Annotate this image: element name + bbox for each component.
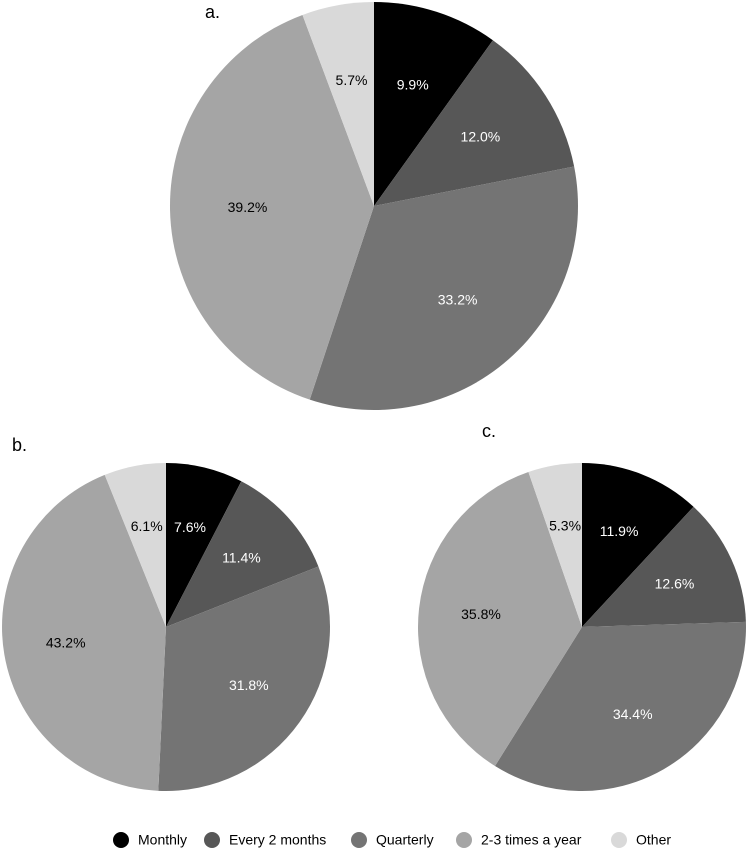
legend-label-quarterly: Quarterly	[376, 832, 434, 848]
pie-chart-a: 9.9% 12.0% 33.2% 39.2% 5.7% a.	[169, 1, 578, 411]
legend: Monthly Every 2 months Quarterly 2-3 tim…	[113, 832, 671, 848]
panel-label-a: a.	[205, 2, 220, 22]
pie-b-slice-monthly	[166, 463, 242, 627]
pie-c-slice-monthly	[582, 463, 694, 627]
legend-swatch-other	[611, 832, 627, 848]
legend-label-2-3-times-a-year: 2-3 times a year	[481, 832, 582, 848]
pie-c-slice-every-2-months	[582, 506, 746, 627]
pie-b-slice-quarterly	[158, 566, 330, 792]
pie-c-slice-other	[528, 463, 582, 627]
pie-a-label-every-2-months: 12.0%	[461, 128, 501, 144]
pie-a-label-other: 5.7%	[336, 72, 368, 88]
legend-label-every-2-months: Every 2 months	[229, 832, 326, 848]
pie-c-slice-2-3-times-a-year	[418, 472, 582, 767]
pie-a-slice-quarterly	[309, 166, 578, 411]
pie-a-label-2-3-times-a-year: 39.2%	[228, 199, 268, 215]
pie-c-label-quarterly: 34.4%	[613, 706, 653, 722]
legend-swatch-every-2-months	[204, 832, 220, 848]
panel-label-c: c.	[482, 421, 496, 441]
pie-a-label-monthly: 9.9%	[397, 76, 429, 92]
pie-b-label-2-3-times-a-year: 43.2%	[46, 635, 86, 651]
pie-c-label-2-3-times-a-year: 35.8%	[461, 606, 501, 622]
pie-a-label-quarterly: 33.2%	[438, 292, 478, 308]
pie-b-label-every-2-months: 11.4%	[222, 549, 261, 565]
legend-swatch-quarterly	[351, 832, 367, 848]
pie-b-slice-2-3-times-a-year	[2, 474, 167, 791]
pie-b-label-other: 6.1%	[131, 518, 163, 534]
pie-b-slice-every-2-months	[166, 481, 319, 627]
pie-b-label-monthly: 7.6%	[174, 519, 206, 535]
panel-label-b: b.	[12, 435, 27, 455]
pie-a-slice-2-3-times-a-year	[169, 14, 374, 400]
legend-label-other: Other	[636, 832, 671, 848]
pie-c-label-every-2-months: 12.6%	[655, 576, 695, 592]
pie-c-label-other: 5.3%	[549, 517, 581, 533]
pie-c-slice-quarterly	[495, 621, 747, 791]
pie-a-slice-other	[302, 1, 374, 206]
pie-chart-b: 7.6% 11.4% 31.8% 43.2% 6.1% b.	[2, 435, 330, 792]
pie-c-label-monthly: 11.9%	[600, 523, 639, 539]
legend-swatch-monthly	[113, 832, 129, 848]
pie-a-slice-every-2-months	[374, 40, 575, 207]
legend-swatch-2-3-times-a-year	[456, 832, 472, 848]
pie-b-slice-other	[104, 463, 166, 627]
pie-chart-c: 11.9% 12.6% 34.4% 35.8% 5.3% c.	[418, 421, 747, 791]
pie-a-slice-monthly	[374, 2, 493, 206]
legend-label-monthly: Monthly	[138, 832, 187, 848]
pie-b-label-quarterly: 31.8%	[229, 677, 269, 693]
